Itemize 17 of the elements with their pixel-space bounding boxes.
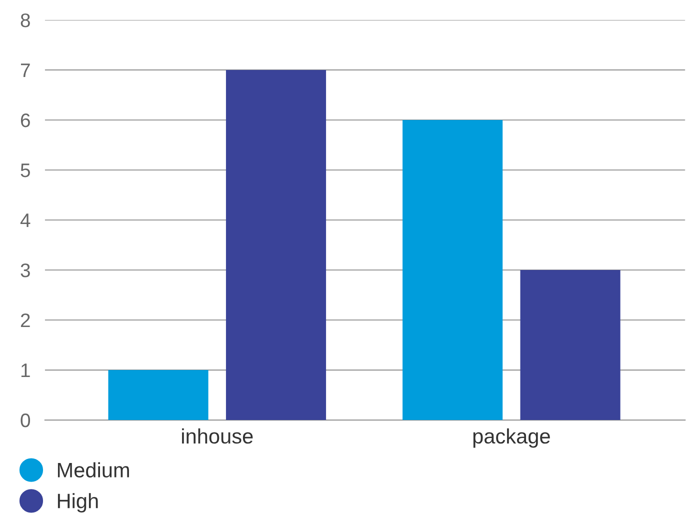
bar xyxy=(226,70,326,420)
bar xyxy=(402,120,503,420)
legend-label: Medium xyxy=(58,462,129,478)
y-tick-label: 7 xyxy=(20,64,30,78)
y-tick-label: 4 xyxy=(20,214,30,228)
y-tick-label: 1 xyxy=(21,364,30,378)
bar xyxy=(520,270,620,420)
y-tick-label: 6 xyxy=(20,113,30,128)
y-tick-label: 2 xyxy=(20,313,30,328)
y-tick-label: 8 xyxy=(20,13,30,28)
legend-label: High xyxy=(58,493,98,513)
y-tick-label: 0 xyxy=(20,413,30,428)
y-tick-label: 3 xyxy=(20,263,30,278)
y-tick-label: 5 xyxy=(20,164,30,178)
x-tick-label: package xyxy=(473,428,550,448)
x-tick-label: inhouse xyxy=(182,428,253,444)
bar xyxy=(108,370,208,420)
